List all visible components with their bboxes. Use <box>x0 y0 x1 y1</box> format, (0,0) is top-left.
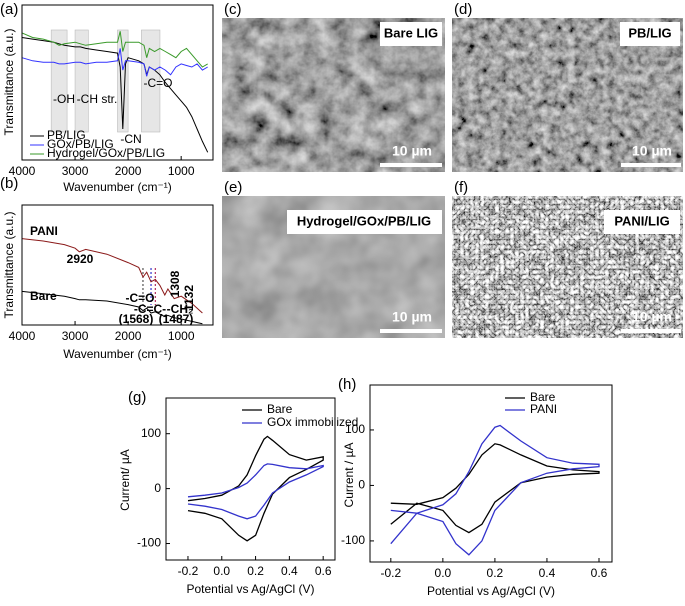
y-axis-title: Transmittance (a.u.) <box>2 29 16 136</box>
x-tick-label: 0.0 <box>435 566 452 580</box>
y-axis-title: Current/ µA <box>118 449 132 511</box>
scale-text: 10 µm <box>632 143 672 159</box>
panel-label: (h) <box>338 376 356 393</box>
annotation: (1487) <box>159 312 194 326</box>
x-tick-label: -0.2 <box>380 566 401 580</box>
label-box <box>604 210 680 234</box>
sem-image-c: (c) Bare LIG 10 µm <box>222 1 445 172</box>
scale-bar <box>621 329 681 333</box>
y-tick-label: 0 <box>154 481 161 495</box>
panel-label: (d) <box>454 1 472 18</box>
sem-image-f: (f) PANI/LIG 10 µm <box>452 179 683 338</box>
x-axis-title: Potential vs Ag/AgCl (V) <box>186 582 314 596</box>
series-line <box>187 435 324 542</box>
x-tick-label: 0.2 <box>247 564 264 578</box>
y-tick-label: -100 <box>137 536 161 550</box>
y-tick-label: -100 <box>341 533 365 547</box>
series-line <box>21 31 208 68</box>
label-box <box>287 210 442 234</box>
label-box <box>380 22 442 46</box>
y-axis-title: Current / µA <box>342 443 356 508</box>
highlight-band <box>117 29 129 133</box>
series-line <box>390 443 600 534</box>
series-line <box>21 37 209 153</box>
scale-text: 10 µm <box>632 309 672 325</box>
plot-frame <box>369 384 613 563</box>
legend-label: GOx/PB/LIG <box>47 137 114 151</box>
image-label: PANI/LIG <box>614 213 669 228</box>
sem-image-d: (d) PB/LIG 10 µm <box>452 1 683 172</box>
scale-text: 10 µm <box>392 309 432 325</box>
y-tick-label: 100 <box>345 422 365 436</box>
y-tick-label: 0 <box>358 478 365 492</box>
legend-label: Hydrogel/GOx/PB/LIG <box>47 146 165 160</box>
legend-label: PANI <box>530 402 557 416</box>
legend-label: PB/LIG <box>47 128 86 142</box>
image-label: Hydrogel/GOx/PB/LIG <box>297 213 431 228</box>
x-tick-label: 0.4 <box>281 564 298 578</box>
annotation: -C=O <box>143 76 172 90</box>
scale-bar <box>621 163 681 167</box>
x-tick-label: 2000 <box>115 329 142 343</box>
panel-label: (e) <box>224 179 242 196</box>
x-tick-label: 4000 <box>9 329 36 343</box>
highlight-band <box>50 29 68 133</box>
scale-bar <box>380 163 442 167</box>
x-axis-title: Potential vs Ag/AgCl (V) <box>427 584 555 598</box>
series-line <box>21 238 203 314</box>
x-tick-label: 0.2 <box>487 566 504 580</box>
highlight-band <box>74 29 89 133</box>
x-tick-label: 3000 <box>62 329 89 343</box>
annotation: -OH <box>53 92 75 106</box>
annotation: -CN <box>120 132 141 146</box>
y-axis-title: Transmittance (a.u.) <box>2 212 16 319</box>
x-axis-title: Wavenumber (cm⁻¹) <box>63 347 172 361</box>
scale-bar <box>380 329 442 333</box>
annotation: 1308 <box>168 270 182 297</box>
x-tick-label: -0.2 <box>178 564 199 578</box>
annotation: -CH str. <box>77 92 118 106</box>
scale-text: 10 µm <box>392 143 432 159</box>
panel-label: (c) <box>224 1 242 18</box>
annotation: -C=O <box>125 291 154 305</box>
x-tick-label: 1000 <box>168 329 195 343</box>
x-tick-label: 4000 <box>9 164 36 178</box>
annotation: -CH₂ <box>167 302 194 316</box>
panel-label: (g) <box>128 389 146 406</box>
panel-label: (b) <box>0 175 18 192</box>
x-tick-label: 3000 <box>62 164 89 178</box>
series-line <box>21 48 208 77</box>
plot-frame <box>165 397 336 561</box>
x-axis-title: Wavenumber (cm⁻¹) <box>63 180 172 194</box>
x-tick-label: 0.6 <box>315 564 332 578</box>
x-tick-label: 0.0 <box>213 564 230 578</box>
legend-label: Bare <box>530 390 556 404</box>
series-line <box>21 290 203 325</box>
x-tick-label: 1000 <box>168 164 195 178</box>
series-line <box>187 463 324 520</box>
y-tick-label: 100 <box>141 426 161 440</box>
panel-label: (a) <box>0 1 18 18</box>
legend-label: GOx immobilized <box>267 415 358 429</box>
series-label: PANI <box>30 224 58 238</box>
annotation: 2920 <box>67 252 94 266</box>
panel-label: (f) <box>454 179 468 196</box>
series-label: Bare <box>30 289 57 303</box>
annotation: (1568) <box>119 312 154 326</box>
plot-frame <box>21 4 214 161</box>
image-label: Bare LIG <box>384 25 438 40</box>
x-tick-label: 2000 <box>115 164 142 178</box>
x-tick-label: 0.4 <box>539 566 556 580</box>
series-line <box>390 424 600 556</box>
image-label: PB/LIG <box>628 25 671 40</box>
legend-label: Bare <box>267 402 293 416</box>
x-tick-label: 0.6 <box>591 566 608 580</box>
annotation: -C=C- <box>134 302 166 316</box>
plot-frame <box>21 204 214 326</box>
sem-image-e: (e) Hydrogel/GOx/PB/LIG 10 µm <box>222 179 445 338</box>
annotation: 1132 <box>182 285 196 311</box>
label-box <box>620 22 680 46</box>
